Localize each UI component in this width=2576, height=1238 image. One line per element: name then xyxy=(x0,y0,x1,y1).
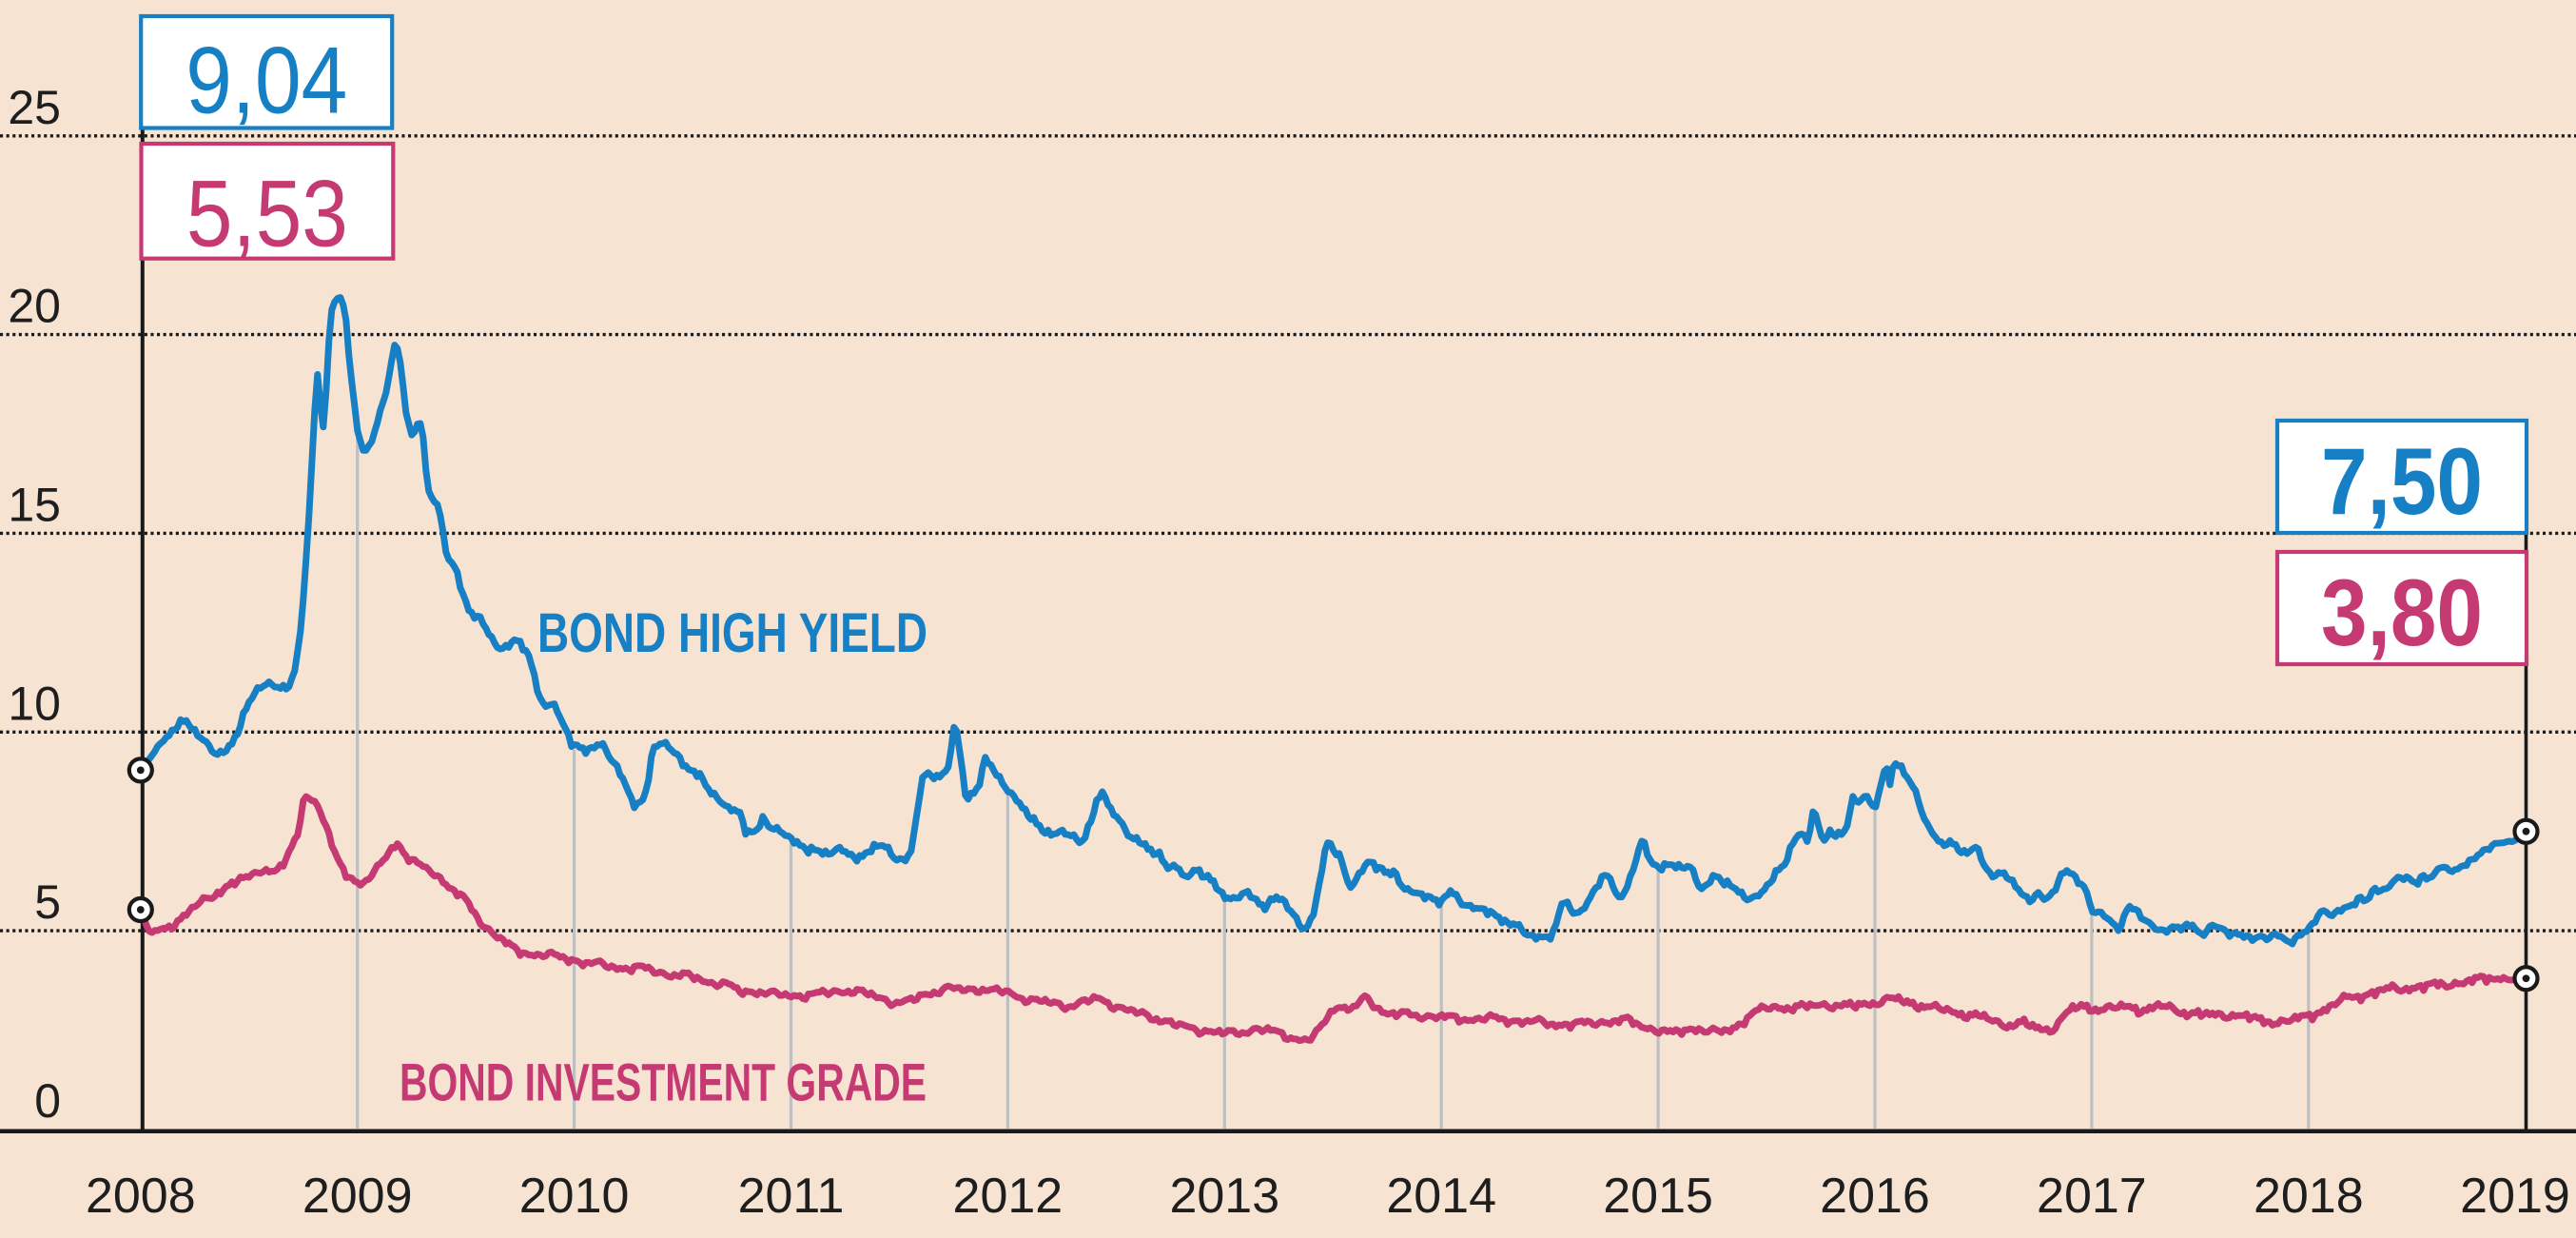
svg-text:10: 10 xyxy=(8,677,61,730)
svg-text:2017: 2017 xyxy=(2037,1169,2147,1224)
svg-text:2018: 2018 xyxy=(2254,1169,2364,1224)
svg-text:2010: 2010 xyxy=(519,1169,630,1224)
svg-text:5: 5 xyxy=(34,875,61,929)
svg-text:9,04: 9,04 xyxy=(185,28,347,133)
svg-text:20: 20 xyxy=(8,280,61,333)
svg-text:7,50: 7,50 xyxy=(2321,428,2483,534)
svg-text:BOND INVESTMENT GRADE: BOND INVESTMENT GRADE xyxy=(400,1052,927,1112)
svg-text:2009: 2009 xyxy=(302,1169,413,1224)
svg-text:25: 25 xyxy=(8,81,61,134)
svg-text:2013: 2013 xyxy=(1169,1169,1279,1224)
svg-text:2015: 2015 xyxy=(1603,1169,1713,1224)
svg-text:5,53: 5,53 xyxy=(186,161,348,266)
svg-text:BOND HIGH YIELD: BOND HIGH YIELD xyxy=(537,602,927,664)
svg-text:2012: 2012 xyxy=(953,1169,1064,1224)
svg-text:0: 0 xyxy=(34,1074,61,1128)
svg-text:15: 15 xyxy=(8,478,61,531)
svg-text:2011: 2011 xyxy=(738,1169,845,1224)
svg-text:2014: 2014 xyxy=(1386,1169,1496,1224)
svg-text:2016: 2016 xyxy=(1820,1169,1930,1224)
svg-text:2019: 2019 xyxy=(2460,1169,2570,1224)
svg-text:2008: 2008 xyxy=(86,1169,196,1224)
svg-text:3,80: 3,80 xyxy=(2321,560,2483,665)
